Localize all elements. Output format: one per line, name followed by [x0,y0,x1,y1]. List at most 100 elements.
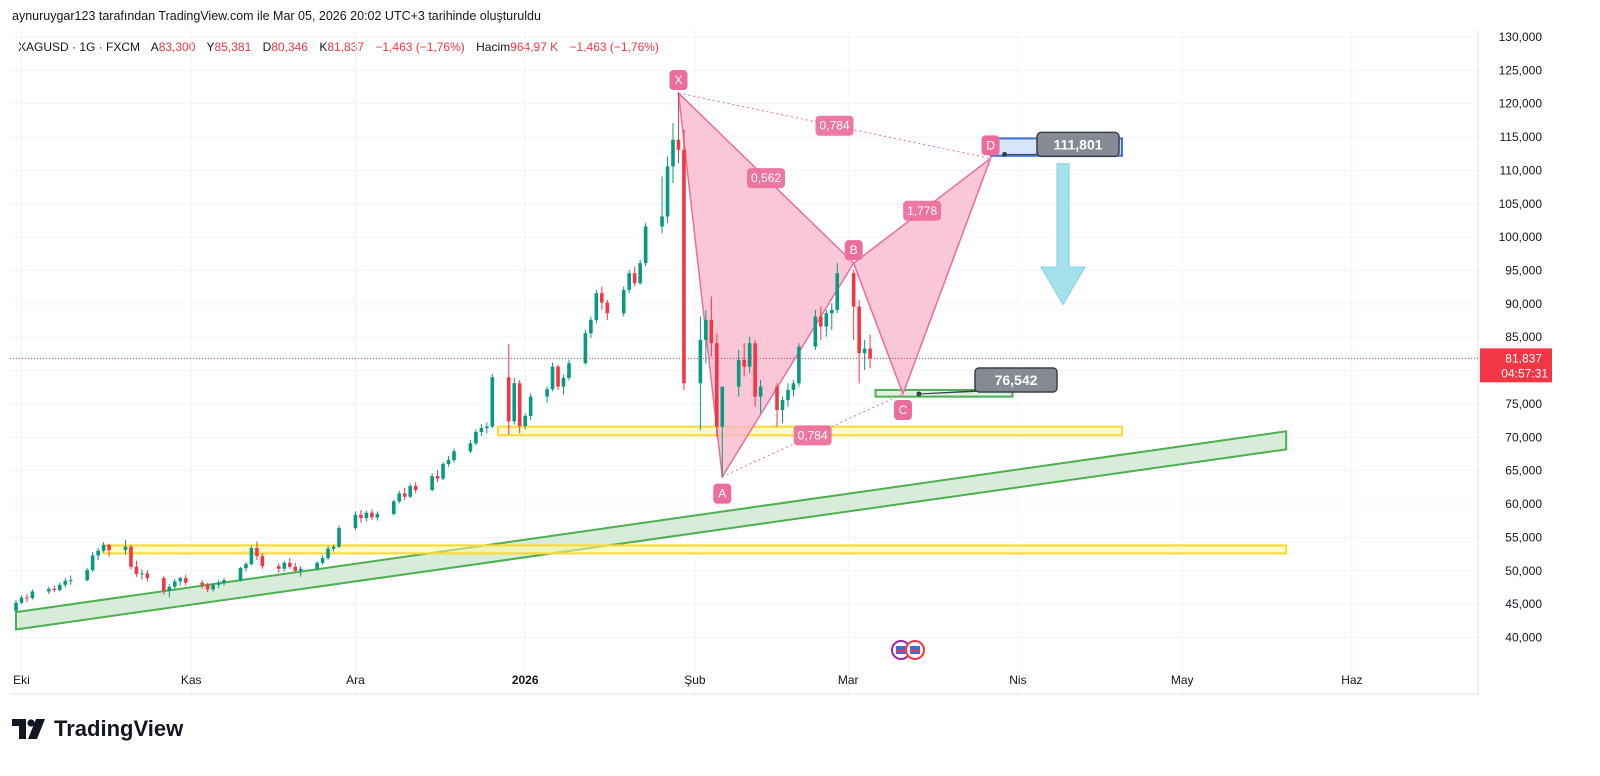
callout-box[interactable] [974,367,1058,393]
volume-label: Hacim [476,40,511,54]
last-price-marker: 81,837 04:57:31 [10,348,1552,383]
candle-body [249,548,254,565]
y-tick-label: 105,000 [1499,197,1543,211]
symbol-legend: XAGUSD · 1G · FXCM A83,300 Y85,381 D80,3… [18,40,659,54]
candle-body [523,415,527,426]
last-price-box [1480,348,1552,383]
pattern-ac-line [722,393,904,478]
pattern-point-box[interactable] [844,240,863,261]
candle-body [134,566,139,575]
y-tick-label: 55,000 [1505,530,1542,544]
down-arrow-icon[interactable] [1040,163,1086,306]
candle-body [402,493,407,497]
candle-body [353,514,358,529]
candle-body [550,366,555,390]
volume-value: 964,97 K [510,40,559,54]
candle-body [479,427,484,432]
y-tick-label: 85,000 [1505,330,1542,344]
candle-body [326,548,330,559]
candle-body [85,570,89,581]
candle-body [775,386,779,410]
candle-body [704,319,708,340]
ascending-channel[interactable] [15,430,1288,631]
callout-box[interactable] [1036,131,1120,158]
candle-body [238,568,243,581]
ratio-label-box[interactable] [793,425,832,446]
candle-body [58,584,62,591]
pattern-triangle-xab[interactable] [677,91,855,479]
candle-body [244,564,248,569]
candle-body [715,343,719,427]
candle-body [742,359,746,367]
x-tick-label: Eki [13,673,30,687]
candle-body [337,528,341,547]
candle-body [359,514,363,519]
target-price-label: 111,801 [1053,136,1102,152]
target-price-label: 76,542 [995,372,1038,388]
candle-body [123,546,128,551]
tradingview-logo[interactable]: TradingView [12,716,183,742]
pattern-point-box[interactable] [713,483,732,504]
last-price-value: 81,837 [1505,351,1542,365]
us-flag-stripe [910,650,920,652]
brand-name: TradingView [54,716,184,741]
candle-body [485,426,489,428]
candle-body [720,386,725,427]
candle-body [797,346,801,384]
candle-body [408,486,412,497]
volume-change: −1,463 (−1,76%) [569,40,659,54]
candle-body [287,562,292,567]
candle-body [30,591,35,599]
x-tick-label: Ara [346,673,365,687]
candle-body [19,597,24,603]
pattern-point-box[interactable] [669,70,688,91]
ratio-label-box[interactable] [815,115,854,136]
pattern-point-b: B [850,243,858,257]
candle-body [660,216,664,227]
drawings-front[interactable]: 0,562 0,784 1,778 0,784 X A B C D 111,801 76,542 [669,70,1120,504]
candle-body [632,273,637,284]
candle-body [671,139,675,167]
close-value: 81,837 [327,40,365,54]
candle-body [391,501,396,515]
candles [14,93,872,613]
pattern-point-box[interactable] [893,399,912,420]
y-tick-label: 60,000 [1505,497,1542,511]
ratio-label-box[interactable] [903,200,942,221]
candle-body [216,582,221,585]
y-tick-label: 115,000 [1500,130,1543,144]
y-tick-label: 45,000 [1505,597,1542,611]
candle-body [851,273,856,307]
candle-body [780,399,785,410]
y-tick-label: 75,000 [1505,397,1542,411]
candle-body [676,139,681,150]
candle-body [375,514,380,518]
candle-body [819,316,823,327]
candle-body [364,512,369,519]
symbol-name[interactable]: XAGUSD · 1G · FXCM [18,40,141,54]
event-flags[interactable] [891,640,925,660]
low-value: 80,346 [271,40,308,54]
candle-body [397,493,402,502]
y-tick-label: 50,000 [1505,564,1542,578]
candle-body [14,602,18,611]
candle-body [331,546,336,549]
candle-body [567,363,571,378]
candle-body [627,273,631,290]
candle-body [824,313,829,327]
drawings-back[interactable] [15,91,1288,631]
yellow-zone-53k[interactable] [102,544,1288,555]
candle-body [561,377,566,387]
candle-body [282,562,287,569]
candle-body [277,566,281,569]
bar-countdown: 04:57:31 [1501,366,1548,380]
pattern-point-a: A [718,487,726,501]
pattern-point-box[interactable] [981,135,1000,156]
ratio-label-box[interactable] [747,168,786,189]
candle-body [441,464,445,479]
candle-body [446,460,451,465]
candle-body [452,451,456,461]
x-tick-label: Şub [684,673,706,687]
candle-body [172,581,177,587]
